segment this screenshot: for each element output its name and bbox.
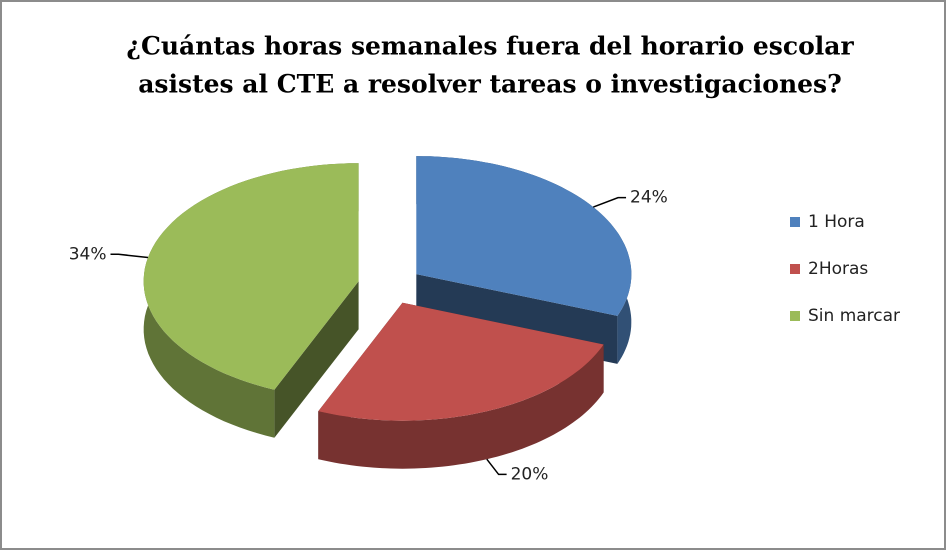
legend-label: 2Horas xyxy=(808,259,868,279)
leader-line xyxy=(486,458,507,476)
slice xyxy=(416,156,632,316)
legend-swatch xyxy=(790,217,800,227)
leader-line xyxy=(110,253,149,259)
legend-label: Sin marcar xyxy=(808,306,900,326)
slice xyxy=(143,163,359,390)
slice-side xyxy=(318,344,604,469)
chart-title: ¿Cuántas horas semanales fuera del horar… xyxy=(126,32,854,61)
legend-swatch xyxy=(790,311,800,321)
chart-title: asistes al CTE a resolver tareas o inves… xyxy=(138,70,842,99)
leader-line xyxy=(593,196,627,208)
legend-swatch xyxy=(790,264,800,274)
slice-side xyxy=(274,281,359,438)
legend-label: 1 Hora xyxy=(808,212,865,232)
data-label: 24% xyxy=(630,188,668,208)
data-label: 34% xyxy=(69,244,107,264)
data-label: 20% xyxy=(511,464,549,484)
slice xyxy=(318,302,604,421)
